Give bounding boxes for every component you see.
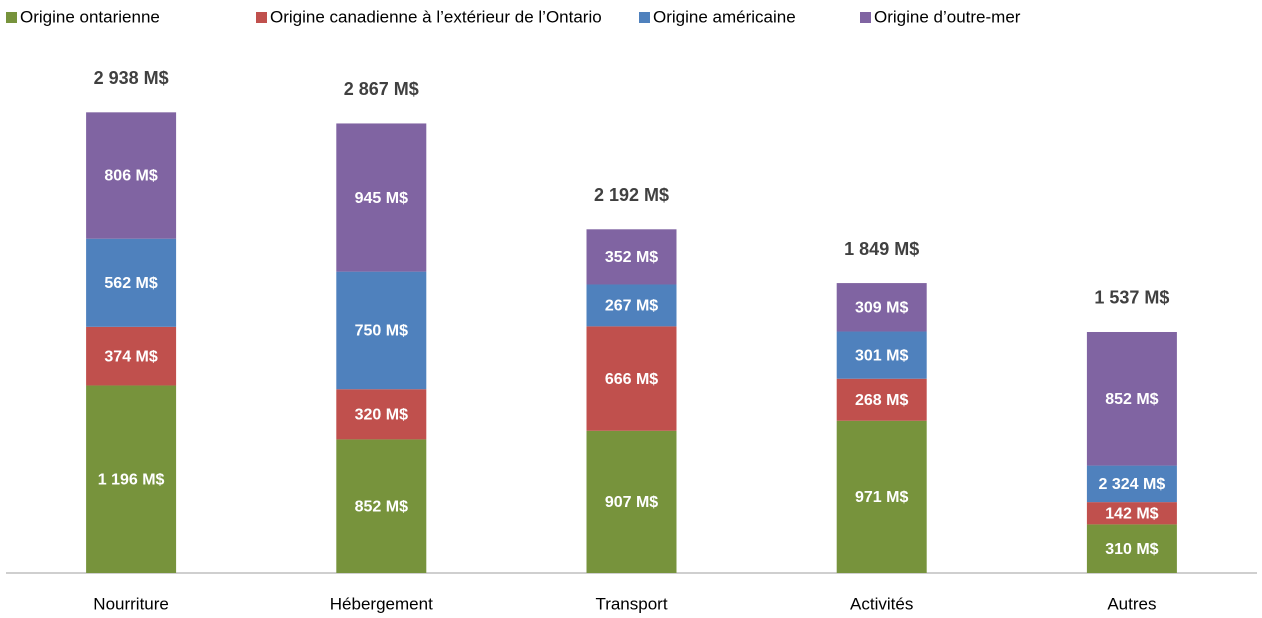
data-label: 907 M$ [605, 494, 658, 511]
total-label: 2 192 M$ [594, 185, 669, 205]
bar-segment [86, 385, 177, 573]
data-label: 352 M$ [605, 249, 658, 266]
bar-segment [336, 439, 427, 573]
data-label: 374 M$ [104, 348, 157, 365]
data-label: 268 M$ [855, 392, 908, 409]
data-label: 2 324 M$ [1099, 476, 1166, 493]
legend-swatch [860, 12, 871, 23]
data-label: 1 196 M$ [98, 471, 165, 488]
data-label: 750 M$ [355, 323, 408, 340]
bar-segment [1086, 502, 1177, 525]
total-label: 2 938 M$ [94, 68, 169, 88]
legend-label: Origine américaine [653, 7, 796, 26]
data-label: 301 M$ [855, 347, 908, 364]
data-label: 971 M$ [855, 489, 908, 506]
bar-segment [336, 389, 427, 440]
bar-segment [86, 112, 177, 239]
bar-segment [586, 326, 677, 431]
bar-segment [1086, 524, 1177, 573]
total-label: 1 849 M$ [844, 239, 919, 259]
legend-label: Origine canadienne à l’extérieur de l’On… [270, 7, 602, 26]
bar-segment [1086, 331, 1177, 466]
legend-swatch [256, 12, 267, 23]
data-label: 666 M$ [605, 371, 658, 388]
data-label: 267 M$ [605, 298, 658, 315]
legend-swatch [639, 12, 650, 23]
bar-segment [1086, 465, 1177, 503]
bar-segment [86, 326, 177, 386]
x-tick-label: Autres [1107, 594, 1156, 613]
data-label: 852 M$ [355, 498, 408, 515]
bar-segment [586, 430, 677, 573]
x-tick-label: Hébergement [330, 594, 433, 613]
bar-segment [836, 331, 927, 379]
legend-label: Origine d’outre-mer [874, 7, 1021, 26]
bar-segment [836, 378, 927, 421]
x-tick-label: Activités [850, 594, 913, 613]
bar-segment [836, 283, 927, 332]
data-label: 142 M$ [1105, 505, 1158, 522]
x-tick-label: Nourriture [93, 594, 169, 613]
data-label: 320 M$ [355, 407, 408, 424]
total-label: 1 537 M$ [1094, 288, 1169, 308]
bar-segment [86, 238, 177, 327]
bar-segment [586, 284, 677, 327]
legend-swatch [6, 12, 17, 23]
data-label: 562 M$ [104, 275, 157, 292]
bar-segment [336, 271, 427, 390]
bar-segment [586, 229, 677, 285]
data-label: 852 M$ [1105, 391, 1158, 408]
total-label: 2 867 M$ [344, 79, 419, 99]
data-label: 945 M$ [355, 190, 408, 207]
x-tick-label: Transport [595, 594, 667, 613]
data-label: 806 M$ [104, 168, 157, 185]
bar-segment [836, 420, 927, 573]
data-label: 310 M$ [1105, 541, 1158, 558]
data-label: 309 M$ [855, 300, 908, 317]
legend-label: Origine ontarienne [20, 7, 160, 26]
bar-segment [336, 123, 427, 272]
